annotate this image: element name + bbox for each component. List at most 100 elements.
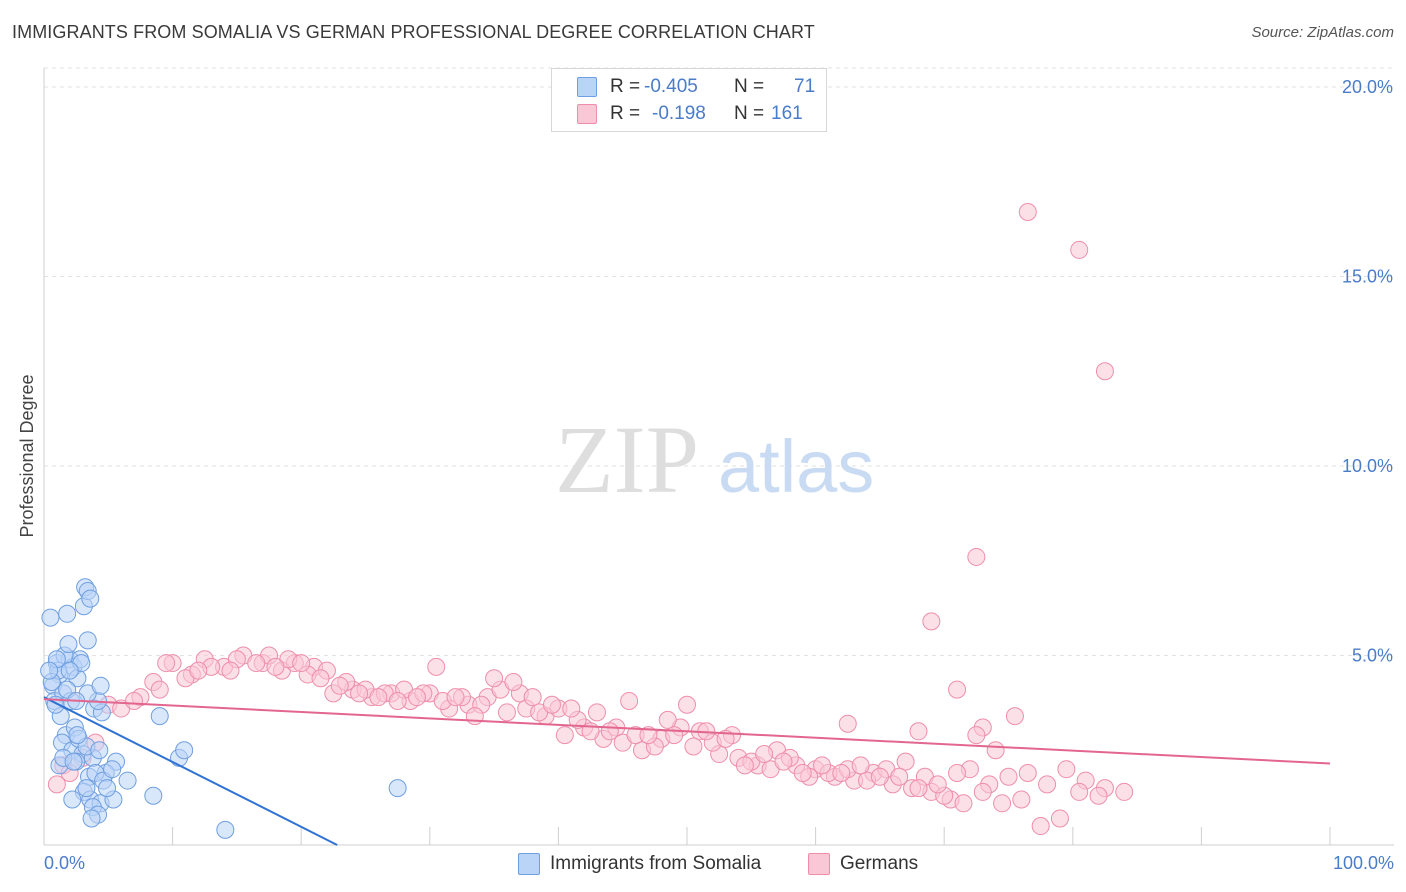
data-point bbox=[967, 547, 986, 566]
data-point bbox=[311, 669, 330, 688]
data-point bbox=[388, 691, 407, 710]
data-point bbox=[922, 612, 941, 631]
x-tick-label-max: 100.0% bbox=[1333, 853, 1394, 873]
data-point bbox=[40, 661, 59, 680]
y-axis-label: Professional Degree bbox=[17, 374, 37, 537]
watermark-zip: ZIP bbox=[555, 406, 699, 513]
legend-swatch-germans bbox=[808, 853, 830, 875]
data-point bbox=[446, 688, 465, 707]
y-tick-label: 5.0% bbox=[1352, 645, 1393, 665]
data-point bbox=[369, 688, 388, 707]
data-point bbox=[497, 703, 516, 722]
data-point bbox=[81, 589, 100, 608]
data-point bbox=[292, 654, 311, 673]
n-value: 71 bbox=[794, 76, 816, 97]
watermark: ZIP atlas bbox=[555, 406, 874, 513]
data-point bbox=[58, 604, 77, 623]
series-immigrants-from-somalia bbox=[40, 578, 407, 839]
data-point bbox=[63, 790, 82, 809]
data-point bbox=[407, 688, 426, 707]
data-point bbox=[388, 779, 407, 798]
data-point bbox=[838, 714, 857, 733]
data-point bbox=[851, 756, 870, 775]
correlation-stats-box: R = -0.405 N = 71 R = -0.198 N = 161 bbox=[551, 68, 827, 132]
data-point bbox=[999, 767, 1018, 786]
data-point bbox=[175, 741, 194, 760]
n-label: N = bbox=[734, 76, 765, 97]
data-point bbox=[98, 779, 117, 798]
data-point bbox=[896, 752, 915, 771]
data-point bbox=[485, 669, 504, 688]
data-point bbox=[793, 763, 812, 782]
data-point bbox=[150, 680, 169, 699]
data-point bbox=[542, 695, 561, 714]
data-point bbox=[909, 779, 928, 798]
data-point bbox=[125, 691, 144, 710]
trend-lines bbox=[43, 696, 1331, 846]
data-point bbox=[600, 722, 619, 741]
data-point bbox=[266, 657, 285, 676]
data-point bbox=[103, 760, 122, 779]
data-point bbox=[1057, 760, 1076, 779]
data-point bbox=[221, 661, 240, 680]
data-point bbox=[555, 726, 574, 745]
data-point bbox=[658, 710, 677, 729]
n-value: 161 bbox=[771, 103, 803, 124]
data-point bbox=[1038, 775, 1057, 794]
source-label: Source: ZipAtlas.com bbox=[1251, 24, 1394, 41]
trend-line bbox=[43, 698, 1331, 765]
data-point bbox=[735, 756, 754, 775]
data-point bbox=[157, 654, 176, 673]
data-point bbox=[587, 703, 606, 722]
data-point bbox=[973, 782, 992, 801]
data-point bbox=[1115, 782, 1134, 801]
data-point bbox=[59, 635, 78, 654]
data-point bbox=[1070, 240, 1089, 259]
watermark-atlas: atlas bbox=[718, 425, 874, 508]
y-tick-label: 20.0% bbox=[1342, 77, 1393, 97]
stats-row-somalia: R = -0.405 N = 71 bbox=[552, 73, 826, 99]
data-point bbox=[523, 688, 542, 707]
data-point bbox=[465, 707, 484, 726]
n-label: N = bbox=[734, 103, 765, 124]
legend-label-somalia: Immigrants from Somalia bbox=[550, 853, 762, 874]
data-point bbox=[620, 691, 639, 710]
data-point bbox=[870, 767, 889, 786]
data-point bbox=[639, 726, 658, 745]
data-point bbox=[64, 752, 83, 771]
data-point bbox=[189, 661, 208, 680]
y-tick-label: 15.0% bbox=[1342, 266, 1393, 286]
data-point bbox=[1018, 763, 1037, 782]
x-tick-label-min: 0.0% bbox=[44, 853, 85, 873]
data-point bbox=[928, 775, 947, 794]
data-point bbox=[1012, 790, 1031, 809]
data-point bbox=[948, 763, 967, 782]
data-point bbox=[41, 608, 60, 627]
data-point bbox=[78, 631, 97, 650]
data-point bbox=[562, 699, 581, 718]
y-tick-label: 10.0% bbox=[1342, 456, 1393, 476]
gridlines bbox=[44, 67, 1394, 656]
data-point bbox=[1089, 786, 1108, 805]
stats-row-germans: R = -0.198 N = 161 bbox=[552, 100, 826, 126]
stats-swatch-somalia bbox=[577, 77, 597, 97]
r-label: R = bbox=[610, 76, 641, 97]
series-germans bbox=[47, 203, 1134, 836]
legend-label-germans: Germans bbox=[840, 853, 919, 874]
data-point bbox=[144, 786, 163, 805]
data-points bbox=[40, 203, 1134, 839]
data-point bbox=[247, 654, 266, 673]
r-label: R = bbox=[610, 103, 641, 124]
data-point bbox=[90, 741, 109, 760]
data-point bbox=[216, 820, 235, 839]
data-point bbox=[1018, 203, 1037, 222]
data-point bbox=[986, 741, 1005, 760]
data-point bbox=[832, 763, 851, 782]
data-point bbox=[1005, 707, 1024, 726]
data-point bbox=[909, 722, 928, 741]
data-point bbox=[91, 676, 110, 695]
r-value: -0.198 bbox=[652, 103, 706, 124]
data-point bbox=[967, 726, 986, 745]
data-point bbox=[678, 695, 696, 714]
